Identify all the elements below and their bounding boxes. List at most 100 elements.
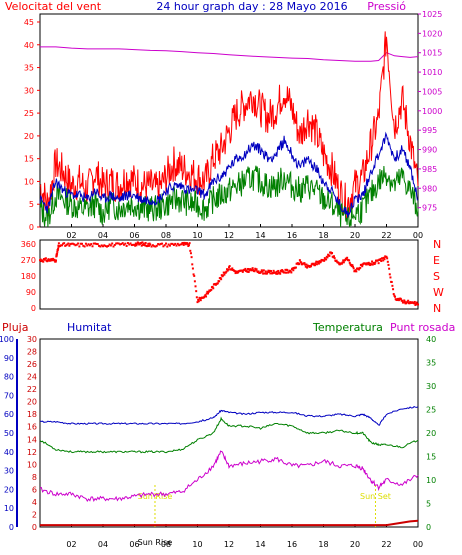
direction-point xyxy=(286,269,289,272)
direction-point xyxy=(274,271,277,274)
direction-point xyxy=(374,261,377,264)
direction-point xyxy=(211,285,214,288)
time-axis-tick-label: 04 xyxy=(98,231,108,240)
wind-axis-tick-label: 15 xyxy=(24,155,34,164)
direction-point xyxy=(376,259,379,262)
direction-point xyxy=(84,242,87,245)
direction-point xyxy=(165,242,167,245)
direction-axis-tick-label: 90 xyxy=(26,288,36,297)
direction-point xyxy=(57,245,60,248)
direction-point xyxy=(247,267,250,270)
direction-point xyxy=(228,266,230,269)
humidity-axis-tick-label: 0 xyxy=(9,523,14,532)
direction-point xyxy=(333,257,336,260)
pressure-axis-tick-label: 995 xyxy=(422,126,437,135)
direction-point xyxy=(415,302,418,305)
time-axis-tick-label: 18 xyxy=(318,540,328,549)
direction-point xyxy=(39,258,42,261)
wind-direction-panel xyxy=(39,239,419,310)
direction-point xyxy=(397,297,400,300)
direction-point xyxy=(300,261,303,264)
direction-point xyxy=(292,269,295,272)
direction-point xyxy=(199,298,202,301)
direction-point xyxy=(126,242,129,245)
direction-point xyxy=(194,285,197,288)
compass-label: S xyxy=(433,270,440,283)
direction-axis-tick-label: 180 xyxy=(21,272,36,281)
direction-point xyxy=(382,259,385,262)
direction-point xyxy=(350,265,353,268)
pressure-axis-tick-label: 1005 xyxy=(422,87,442,96)
direction-point xyxy=(251,267,254,270)
direction-point xyxy=(319,260,322,263)
direction-point xyxy=(189,249,192,252)
direction-point xyxy=(71,242,74,245)
direction-point xyxy=(96,243,99,246)
direction-point xyxy=(414,303,417,306)
time-axis-tick-label: 12 xyxy=(224,231,234,240)
direction-point xyxy=(220,274,223,277)
direction-point xyxy=(413,300,416,303)
direction-point xyxy=(268,270,271,273)
direction-point xyxy=(184,242,187,245)
time-axis-tick-label: 22 xyxy=(381,540,391,549)
direction-point xyxy=(190,256,193,259)
direction-point xyxy=(222,274,225,277)
direction-point xyxy=(243,268,246,271)
direction-point xyxy=(120,243,123,246)
axis-ticks: 0510152025303540459759809859909951000100… xyxy=(0,10,444,549)
direction-point xyxy=(280,270,283,273)
direction-point xyxy=(218,280,221,283)
direction-point xyxy=(55,254,58,257)
rain-line xyxy=(40,519,419,527)
compass-label: N xyxy=(433,238,441,251)
direction-point xyxy=(370,263,373,266)
direction-point xyxy=(298,259,301,262)
direction-point xyxy=(350,264,353,267)
time-axis-tick-label: 06 xyxy=(129,231,139,240)
direction-point xyxy=(175,244,178,247)
direction-point xyxy=(69,243,72,246)
direction-point xyxy=(401,299,404,302)
direction-point xyxy=(253,270,256,273)
direction-point xyxy=(271,271,274,274)
direction-point xyxy=(337,261,340,264)
direction-point xyxy=(270,270,272,273)
wind-axis-tick-label: 45 xyxy=(24,18,34,27)
temperature-axis-tick-label: 35 xyxy=(426,359,436,368)
humidity-axis-tick-label: 60 xyxy=(4,410,14,419)
direction-point xyxy=(104,245,107,248)
rain-axis-tick-label: 16 xyxy=(27,423,37,432)
pressure-line xyxy=(40,46,419,62)
direction-point xyxy=(304,265,307,268)
time-axis-tick-label: 08 xyxy=(161,231,171,240)
direction-point xyxy=(205,295,208,298)
direction-point xyxy=(103,244,106,247)
rain-axis-tick-label: 0 xyxy=(32,523,37,532)
direction-point xyxy=(207,292,209,295)
direction-point xyxy=(234,272,237,275)
direction-point xyxy=(132,243,135,246)
direction-point xyxy=(204,294,207,297)
direction-point xyxy=(369,264,372,267)
direction-point xyxy=(216,282,219,285)
direction-point xyxy=(260,269,263,272)
direction-point xyxy=(246,270,249,273)
direction-point xyxy=(212,287,215,290)
direction-point xyxy=(55,259,58,262)
direction-point xyxy=(157,243,160,246)
direction-point xyxy=(182,243,185,246)
chart-title: 24 hour graph day : 28 Mayo 2016 xyxy=(156,0,347,13)
direction-point xyxy=(140,241,143,244)
rain-axis-tick-label: 24 xyxy=(27,373,37,382)
direction-point xyxy=(281,269,284,272)
direction-axis-tick-label: 360 xyxy=(21,240,36,249)
direction-point xyxy=(162,245,165,248)
direction-point xyxy=(222,271,225,274)
direction-point xyxy=(108,243,111,246)
direction-point xyxy=(51,259,54,262)
humidity-axis-tick-label: 30 xyxy=(4,467,14,476)
temperature-axis-tick-label: 0 xyxy=(426,523,431,532)
direction-point xyxy=(147,242,150,245)
direction-point xyxy=(82,244,85,247)
